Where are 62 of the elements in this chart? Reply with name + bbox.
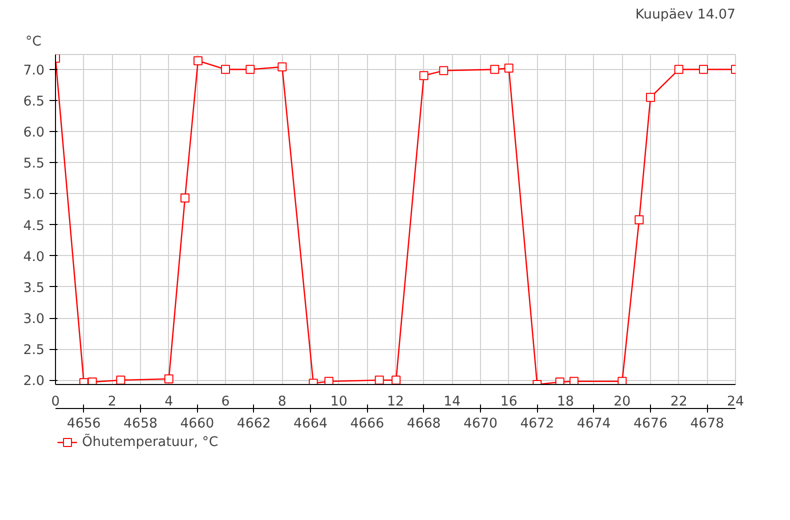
point — [570, 376, 578, 384]
point — [116, 376, 126, 384]
point — [698, 64, 708, 74]
y-tick-label: 7.0 — [23, 63, 45, 78]
x-tick-label: 4 — [164, 394, 174, 410]
x-tick-label: 16 — [500, 394, 518, 410]
x-tick-label: 10 — [330, 394, 348, 410]
x-tick-label: 14 — [444, 394, 461, 410]
point — [180, 194, 190, 203]
point — [490, 64, 500, 74]
point — [634, 215, 644, 224]
point — [674, 64, 684, 74]
y-tick-label: 6.5 — [23, 94, 45, 110]
point — [555, 378, 564, 384]
x2-tick-label: 4672 — [520, 416, 554, 432]
point — [88, 378, 97, 384]
point — [194, 56, 203, 66]
y-tick-label: 2.0 — [23, 374, 45, 390]
point — [419, 71, 428, 80]
x2-tick-label: 4670 — [464, 416, 498, 432]
x-tick-label: 18 — [557, 394, 574, 410]
x2-tick-label: 4656 — [66, 416, 101, 432]
x-tick-label: 24 — [727, 394, 744, 410]
x-tick-label: 22 — [670, 394, 688, 410]
x2-tick-label: 4662 — [236, 416, 271, 432]
y-tick-label: 2.5 — [23, 343, 45, 358]
point — [278, 62, 287, 72]
y-axis-title: °C — [26, 34, 42, 50]
x2-tick-label: 4668 — [406, 416, 441, 432]
x2-tick-label: 4658 — [124, 416, 158, 432]
y-tick-label: 3.0 — [23, 312, 45, 328]
y-tick-label: 4.0 — [23, 250, 45, 265]
point — [324, 376, 334, 384]
x-tick-label: 0 — [51, 394, 60, 410]
line-series — [56, 54, 736, 384]
x2-tick-label: 4660 — [180, 416, 214, 432]
x2-tick-label: 4666 — [350, 416, 384, 432]
x-tick-label: 2 — [108, 394, 116, 410]
point — [392, 376, 401, 384]
chart-title: Kuupäev 14.07 — [635, 8, 736, 22]
x2-tick-label: 4676 — [634, 416, 668, 432]
y-tick-label: 5.0 — [23, 188, 45, 203]
x-tick-label: 12 — [387, 394, 404, 410]
point — [439, 66, 448, 76]
point — [164, 374, 174, 384]
y-tick-label: 5.5 — [23, 156, 45, 172]
x2-tick-label: 4664 — [294, 416, 328, 432]
x2-tick-label: 4674 — [576, 416, 611, 432]
x2-tick-label: 4678 — [690, 416, 724, 432]
x-tick-label: 8 — [278, 394, 286, 410]
point — [246, 64, 255, 74]
point — [374, 376, 384, 384]
y-tick-label: 4.5 — [23, 218, 45, 234]
y-tick-label: 6.0 — [23, 126, 45, 141]
x-tick-label: 6 — [221, 394, 230, 410]
x-tick-label: 20 — [614, 394, 631, 410]
y-tick-label: 3.5 — [23, 280, 45, 296]
point — [221, 64, 230, 74]
point — [618, 376, 627, 384]
point — [504, 64, 514, 73]
point — [646, 92, 655, 102]
legend-label: Õhutemperatuur, °C — [82, 434, 218, 450]
